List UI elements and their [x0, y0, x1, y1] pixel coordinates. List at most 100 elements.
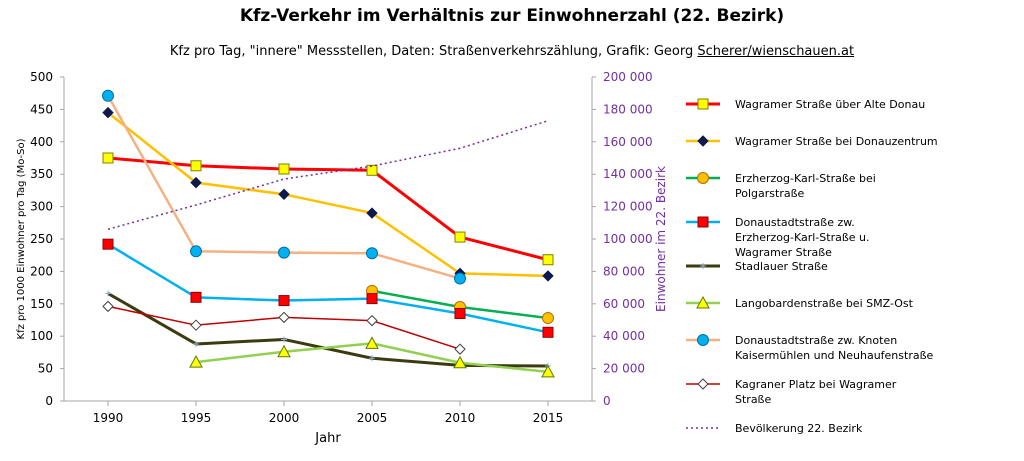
data-point: [190, 160, 202, 172]
axes: 0 50 100 150 200 250 300 350 400 450 500 0 20 000 40 …: [16, 70, 668, 446]
series-stadlauer-strasse: [105, 290, 551, 370]
data-point: [277, 344, 291, 358]
legend-marker: [697, 334, 709, 346]
data-point: [278, 188, 290, 200]
data-point: [453, 355, 467, 369]
series-bevoelkerung-22-bezirk: [107, 120, 549, 231]
data-point: [366, 247, 378, 260]
data-point: [102, 106, 114, 119]
data-point: [190, 319, 202, 331]
legend-label: Wagramer Straße: [735, 246, 832, 259]
legend-label: Wagramer Straße über Alte Donau: [735, 98, 925, 111]
legend-item-erzherzog-karl-strasse-bei-polgarstrasse: Erzherzog-Karl-Straße bei Polgarstraße: [686, 172, 876, 200]
x-tick-label: 2015: [533, 411, 564, 425]
series-wagramer-strasse-ueber-alte-donau: [102, 152, 554, 266]
legend-label: Straße: [735, 393, 771, 406]
legend-marker: [697, 98, 709, 110]
data-point: [542, 254, 554, 266]
y-tick-label-right: 60 000: [603, 297, 645, 311]
y-tick-label-left: 100: [30, 329, 53, 343]
data-point: [193, 340, 199, 347]
y-tick-label-left: 350: [30, 167, 53, 181]
data-point: [542, 312, 554, 325]
data-point: [542, 326, 554, 338]
data-point: [102, 89, 114, 102]
legend-label: Bevölkerung 22. Bezirk: [735, 422, 863, 435]
data-point: [454, 272, 466, 285]
subtitle-credit-link[interactable]: Scherer/wienschauen.at: [697, 44, 855, 59]
data-point: [366, 314, 378, 327]
legend-item-stadlauer-strasse: Stadlauer Straße: [686, 260, 828, 273]
y-tick-label-left: 50: [38, 362, 53, 376]
y-tick-label-left: 0: [45, 394, 53, 408]
legend-marker: [697, 216, 709, 228]
y-tick-label-right: 160 000: [603, 135, 653, 149]
data-point: [281, 336, 287, 343]
chart-subtitle: Kfz pro Tag, "innere" Messstellen, Daten…: [0, 44, 1024, 59]
y-tick-label-right: 20 000: [603, 362, 645, 376]
y-tick-label-right: 120 000: [603, 200, 653, 214]
legend-label: Stadlauer Straße: [735, 260, 828, 273]
x-tick-label: 1990: [93, 411, 124, 425]
data-point: [278, 311, 290, 324]
x-tick-label: 2000: [269, 411, 300, 425]
y-tick-label-right: 40 000: [603, 329, 645, 343]
legend-marker: [700, 263, 706, 269]
data-point: [366, 164, 378, 176]
y-axis-left-title: Kfz pro 1000 Einwohner pro Tag (Mo-So): [16, 138, 27, 339]
x-tick-label: 2010: [445, 411, 476, 425]
series-donaustadtstrasse-zw-knoten-kaisermuehlen-und-neuhaufenstrasse: [102, 89, 466, 285]
legend: Wagramer Straße über Alte Donau Wagramer …: [686, 98, 938, 435]
data-point: [454, 231, 466, 243]
legend-item-wagramer-strasse-bei-donauzentrum: Wagramer Straße bei Donauzentrum: [686, 135, 938, 148]
data-point: [454, 343, 466, 355]
x-axis-title: Jahr: [314, 431, 341, 446]
series-line: [107, 292, 549, 368]
legend-label: Donaustadtstraße zw. Knoten: [735, 334, 897, 347]
y-tick-label-left: 300: [30, 200, 53, 214]
legend-label: Langobardenstraße bei SMZ-Ost: [735, 297, 914, 310]
data-point: [278, 246, 290, 259]
y-tick-label-right: 200 000: [603, 70, 653, 84]
series-kagraner-platz-bei-wagramer-strasse: [102, 300, 466, 355]
legend-label: Kaisermühlen und Neuhaufenstraße: [735, 349, 934, 362]
legend-item-langobardenstrasse-bei-smz-ost: Langobardenstraße bei SMZ-Ost: [686, 295, 914, 310]
x-tick-label: 1995: [181, 411, 212, 425]
series-donaustadtstrasse-zw-erzherzog-karl-strasse-u-wagramer-strasse: [102, 238, 554, 338]
y-tick-label-left: 450: [30, 102, 53, 116]
data-point: [190, 176, 202, 189]
data-point: [365, 336, 379, 349]
legend-item-donaustadtstrasse-zw-erzherzog-karl-strasse-u-wagramer-strasse: Donaustadtstraße zw. Erzherzog-Karl-Straß…: [686, 216, 870, 259]
data-point: [541, 364, 555, 378]
legend-label: Donaustadtstraße zw.: [735, 216, 855, 229]
data-point: [542, 270, 554, 282]
legend-label: Erzherzog-Karl-Straße u.: [735, 231, 870, 244]
legend-item-donaustadtstrasse-zw-knoten-kaisermuehlen-und-neuhaufenstrasse: Donaustadtstraße zw. Knoten Kaisermühlen …: [686, 334, 934, 362]
y-axis-right-title: Einwohner im 22. Bezirk: [654, 166, 668, 312]
series-langobardenstrasse-bei-smz-ost: [189, 336, 555, 378]
legend-label: Wagramer Straße bei Donauzentrum: [735, 135, 938, 148]
series-line: [107, 156, 549, 262]
y-tick-label-left: 500: [30, 70, 53, 84]
series-line: [107, 111, 549, 278]
data-point: [102, 238, 114, 250]
y-tick-label-right: 100 000: [603, 232, 653, 246]
y-tick-label-left: 250: [30, 232, 53, 246]
series-line: [107, 120, 549, 231]
data-point: [105, 290, 111, 297]
subtitle-text: Kfz pro Tag, "innere" Messstellen, Daten…: [169, 44, 694, 59]
series-wagramer-strasse-bei-donauzentrum: [102, 106, 554, 282]
legend-marker: [697, 135, 709, 147]
y-tick-label-right: 80 000: [603, 264, 645, 278]
series-line: [107, 243, 549, 334]
y-tick-label-right: 140 000: [603, 167, 653, 181]
x-tick-label: 2005: [357, 411, 388, 425]
data-point: [278, 295, 290, 307]
data-point: [454, 308, 466, 320]
legend-marker: [696, 295, 710, 309]
y-tick-label-left: 150: [30, 297, 53, 311]
data-point: [278, 163, 290, 175]
y-tick-label-left: 200: [30, 264, 53, 278]
y-tick-label-right: 180 000: [603, 102, 653, 116]
